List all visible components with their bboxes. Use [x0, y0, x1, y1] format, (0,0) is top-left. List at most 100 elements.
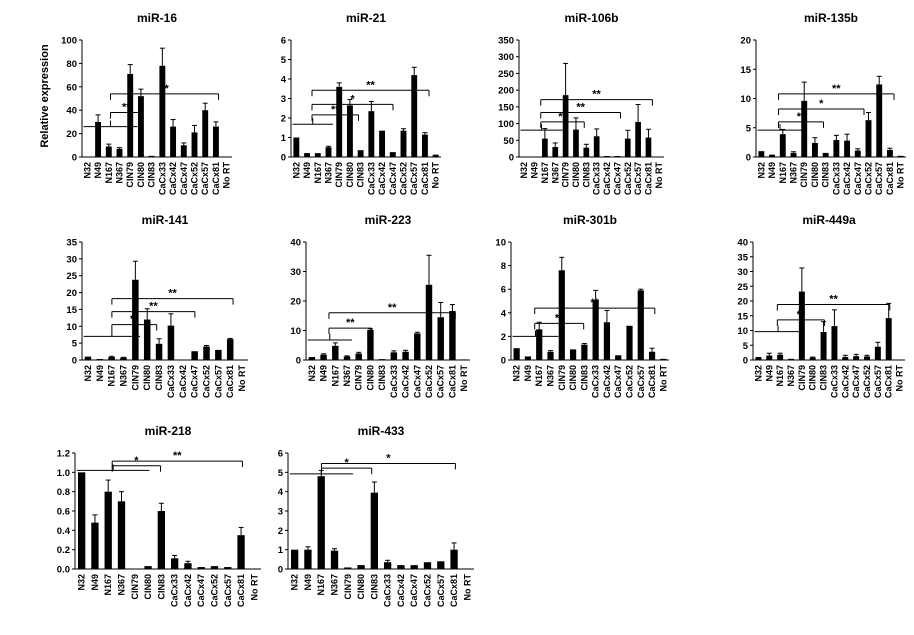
x-tick-label: CIN83	[581, 162, 591, 188]
bar-CaCx33	[384, 562, 391, 569]
y-tick-label: 30	[66, 254, 77, 265]
bar-No RT	[461, 359, 467, 360]
y-tick-label: 100	[498, 119, 514, 130]
x-tick-label: CIN83	[356, 162, 366, 188]
x-tick-label: N32	[756, 162, 766, 179]
x-tick-label: N167	[316, 574, 326, 596]
x-tick-label: N167	[104, 162, 114, 184]
y-tick-label: 5	[278, 468, 284, 479]
x-tick-label: N49	[530, 162, 540, 179]
x-tick-label: CaCx81	[420, 162, 430, 195]
x-tick-label: N367	[119, 365, 129, 387]
panel-title: miR-301b	[563, 213, 617, 227]
bar-CIN80	[138, 96, 144, 157]
x-tick-label: N167	[103, 574, 113, 596]
x-tick-label: N167	[775, 365, 785, 387]
x-tick-label: CaCx47	[851, 365, 861, 398]
bar-CIN80	[357, 565, 364, 569]
significance-mark: **	[130, 314, 139, 326]
y-tick-label: 40	[737, 238, 748, 249]
bar-CIN80	[347, 105, 353, 157]
y-tick-label: 8	[501, 261, 506, 272]
y-tick-label: 10	[495, 238, 506, 249]
bar-CaCx42	[402, 352, 408, 360]
bar-CIN79	[127, 74, 133, 157]
y-tick-label: 0	[72, 356, 77, 367]
y-tick-label: 40	[66, 106, 77, 117]
x-tick-label: CIN83	[579, 365, 589, 391]
y-tick-label: 25	[737, 282, 748, 293]
x-tick-label: N32	[519, 162, 529, 179]
significance-mark: **	[590, 297, 599, 309]
bar-N367	[326, 147, 332, 157]
x-tick-label: CaCx47	[412, 365, 422, 398]
bar-N367	[791, 153, 797, 157]
x-tick-label: N167	[107, 365, 117, 387]
x-tick-label: CaCx81	[447, 365, 457, 398]
x-tick-label: CaCx42	[401, 365, 411, 398]
panel-title: miR-16	[137, 11, 177, 25]
x-tick-label: CaCx47	[190, 365, 200, 398]
significance-mark: *	[350, 93, 355, 105]
x-tick-label: N49	[523, 365, 533, 382]
bar-CaCx81	[227, 339, 234, 360]
y-tick-label: 5	[281, 55, 287, 66]
panel-title: miR-433	[358, 424, 405, 438]
bar-CaCx33	[833, 140, 839, 157]
x-tick-label: CIN80	[356, 574, 366, 600]
bar-N167	[332, 346, 338, 360]
x-tick-label: CaCx57	[633, 162, 643, 195]
bar-CIN79	[344, 567, 351, 569]
x-tick-label: N49	[93, 162, 103, 179]
bar-CaCx47	[853, 356, 859, 360]
bar-CaCx57	[215, 350, 222, 360]
bar-CaCx57	[635, 122, 641, 157]
y-tick-label: 80	[66, 59, 77, 70]
y-tick-label: 15	[66, 305, 77, 316]
y-tick-label: 5	[743, 341, 749, 352]
x-tick-label: No RT	[459, 365, 469, 392]
x-tick-label: CaCx33	[157, 162, 167, 195]
bar-N49	[766, 356, 772, 360]
y-tick-label: 1	[278, 545, 284, 556]
x-tick-label: CaCx33	[166, 365, 176, 398]
x-tick-label: N49	[303, 574, 313, 591]
y-tick-label: 10	[737, 326, 748, 337]
bar-CaCx52	[424, 562, 431, 569]
x-tick-label: CaCx52	[862, 365, 872, 398]
x-tick-label: CIN80	[142, 365, 152, 391]
bar-N49	[525, 356, 531, 360]
x-tick-label: CIN80	[568, 365, 578, 391]
bar-N167	[315, 153, 321, 157]
bar-CaCx33	[594, 136, 600, 157]
x-tick-label: CaCx52	[423, 574, 433, 607]
x-tick-label: CaCx57	[436, 574, 446, 607]
x-tick-label: No RT	[658, 365, 668, 392]
x-tick-label: CaCx57	[873, 365, 883, 398]
y-tick-label: 15	[737, 311, 748, 322]
bar-CIN80	[144, 566, 151, 569]
bar-CaCx57	[224, 567, 231, 569]
bar-N49	[769, 155, 775, 157]
y-tick-label: 0.6	[57, 507, 70, 518]
y-tick-label: 2	[281, 114, 286, 125]
bar-N167	[780, 134, 786, 157]
bar-CaCx47	[615, 355, 621, 360]
x-tick-label: CIN83	[156, 574, 166, 600]
bar-CaCx81	[449, 311, 455, 360]
y-tick-label: 6	[278, 449, 283, 460]
bar-CIN80	[144, 320, 151, 360]
panel-title: miR-449a	[802, 213, 856, 227]
x-tick-label: CaCx42	[396, 574, 406, 607]
y-tick-label: 20	[737, 297, 748, 308]
bar-N167	[536, 329, 542, 360]
bar-CaCx52	[203, 347, 210, 360]
bar-CaCx47	[181, 145, 187, 157]
x-tick-label: N49	[95, 365, 105, 382]
x-tick-label: N32	[83, 365, 93, 382]
bar-CaCx33	[831, 326, 837, 360]
